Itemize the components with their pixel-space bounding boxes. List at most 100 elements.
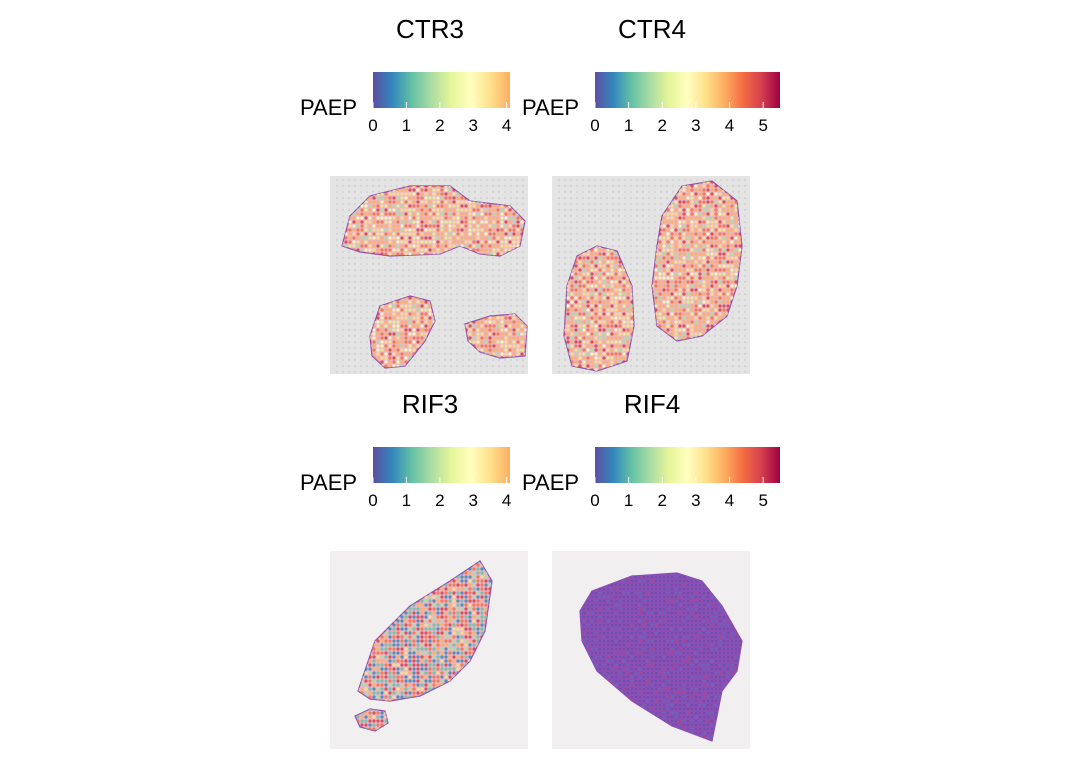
expression-spot (448, 232, 452, 236)
expression-spot (412, 252, 416, 256)
grid-spot (443, 340, 447, 344)
expression-spot (384, 192, 388, 196)
grid-spot (341, 232, 345, 236)
grid-spot (491, 280, 495, 284)
grid-spot (443, 286, 447, 290)
grid-spot (347, 196, 351, 200)
expression-spot (476, 224, 480, 228)
grid-spot (359, 298, 363, 302)
expression-spot (372, 200, 376, 204)
grid-spot (467, 262, 471, 266)
grid-spot (491, 256, 495, 260)
grid-spot (467, 358, 471, 362)
expression-spot (492, 216, 496, 220)
grid-spot (473, 310, 477, 314)
expression-spot (508, 236, 512, 240)
grid-spot (455, 274, 459, 278)
expression-spot (448, 224, 452, 228)
expression-spot (392, 236, 396, 240)
grid-spot (383, 286, 387, 290)
expression-spot (400, 196, 404, 200)
expression-spot (484, 232, 488, 236)
grid-spot (461, 274, 465, 278)
grid-spot (503, 190, 507, 194)
grid-spot (353, 274, 357, 278)
grid-spot (479, 190, 483, 194)
expression-spot (400, 212, 404, 216)
expression-spot (464, 220, 468, 224)
expression-spot (464, 212, 468, 216)
grid-spot (491, 310, 495, 314)
grid-spot (413, 268, 417, 272)
expression-spot (420, 228, 424, 232)
grid-spot (431, 280, 435, 284)
grid-spot (515, 250, 519, 254)
grid-spot (341, 202, 345, 206)
grid-spot (395, 280, 399, 284)
grid-spot (461, 262, 465, 266)
grid-spot (377, 190, 381, 194)
expression-spot (432, 188, 436, 192)
grid-spot (449, 280, 453, 284)
expression-spot (480, 204, 484, 208)
grid-spot (509, 268, 513, 272)
expression-spot (504, 216, 508, 220)
expression-spot (368, 196, 372, 200)
expression-spot (408, 188, 412, 192)
expression-spot (476, 244, 480, 248)
grid-spot (401, 256, 405, 260)
expression-spot (396, 248, 400, 252)
grid-spot (341, 298, 345, 302)
expression-spot (396, 216, 400, 220)
expression-spot (428, 204, 432, 208)
grid-spot (443, 370, 447, 374)
expression-spot (356, 236, 360, 240)
expression-spot (376, 200, 380, 204)
grid-spot (383, 280, 387, 284)
expression-spot (368, 240, 372, 244)
grid-spot (467, 304, 471, 308)
grid-spot (443, 256, 447, 260)
grid-spot (425, 262, 429, 266)
grid-spot (479, 298, 483, 302)
expression-spot (484, 228, 488, 232)
expression-spot (452, 216, 456, 220)
grid-spot (353, 178, 357, 182)
expression-spot (476, 208, 480, 212)
expression-spot (348, 220, 352, 224)
grid-spot (461, 184, 465, 188)
expression-spot (452, 208, 456, 212)
expression-spot (488, 244, 492, 248)
grid-spot (509, 298, 513, 302)
grid-spot (491, 196, 495, 200)
expression-spot (368, 244, 372, 248)
grid-spot (347, 292, 351, 296)
expression-spot (380, 240, 384, 244)
expression-spot (512, 244, 516, 248)
expression-spot (400, 204, 404, 208)
grid-spot (359, 322, 363, 326)
grid-spot (353, 334, 357, 338)
grid-spot (389, 274, 393, 278)
expression-spot (424, 188, 428, 192)
grid-spot (467, 316, 471, 320)
expression-spot (360, 220, 364, 224)
grid-spot (497, 184, 501, 188)
expression-spot (388, 228, 392, 232)
expression-spot (388, 204, 392, 208)
grid-spot (353, 280, 357, 284)
expression-spot (508, 244, 512, 248)
expression-spot (452, 228, 456, 232)
grid-spot (377, 370, 381, 374)
grid-spot (353, 262, 357, 266)
expression-spot (368, 220, 372, 224)
grid-spot (521, 178, 525, 182)
expression-spot (512, 228, 516, 232)
expression-spot (448, 188, 452, 192)
expression-spot (472, 224, 476, 228)
grid-spot (467, 256, 471, 260)
expression-spot (496, 240, 500, 244)
expression-spot (416, 252, 420, 256)
expression-spot (508, 212, 512, 216)
